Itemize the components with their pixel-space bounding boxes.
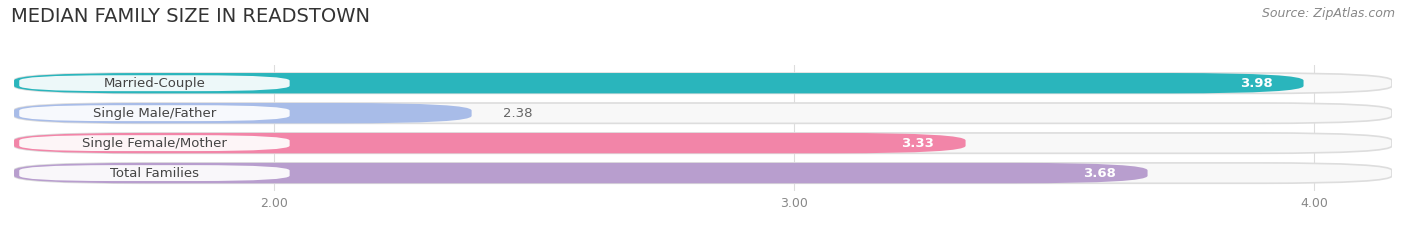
FancyBboxPatch shape	[14, 73, 1392, 93]
FancyBboxPatch shape	[20, 165, 290, 181]
FancyBboxPatch shape	[14, 163, 1392, 183]
Text: Single Male/Father: Single Male/Father	[93, 107, 217, 120]
FancyBboxPatch shape	[14, 103, 471, 123]
FancyBboxPatch shape	[20, 75, 290, 91]
Text: Married-Couple: Married-Couple	[104, 77, 205, 90]
FancyBboxPatch shape	[14, 163, 1147, 183]
FancyBboxPatch shape	[14, 133, 1392, 153]
Text: MEDIAN FAMILY SIZE IN READSTOWN: MEDIAN FAMILY SIZE IN READSTOWN	[11, 7, 370, 26]
Text: 3.33: 3.33	[901, 137, 935, 150]
FancyBboxPatch shape	[14, 73, 1303, 93]
FancyBboxPatch shape	[20, 105, 290, 121]
FancyBboxPatch shape	[14, 133, 966, 153]
Text: 3.98: 3.98	[1240, 77, 1272, 90]
Text: 3.68: 3.68	[1084, 167, 1116, 180]
FancyBboxPatch shape	[14, 103, 1392, 123]
Text: Single Female/Mother: Single Female/Mother	[82, 137, 226, 150]
Text: Source: ZipAtlas.com: Source: ZipAtlas.com	[1261, 7, 1395, 20]
FancyBboxPatch shape	[20, 135, 290, 151]
Text: 2.38: 2.38	[503, 107, 533, 120]
Text: Total Families: Total Families	[110, 167, 198, 180]
